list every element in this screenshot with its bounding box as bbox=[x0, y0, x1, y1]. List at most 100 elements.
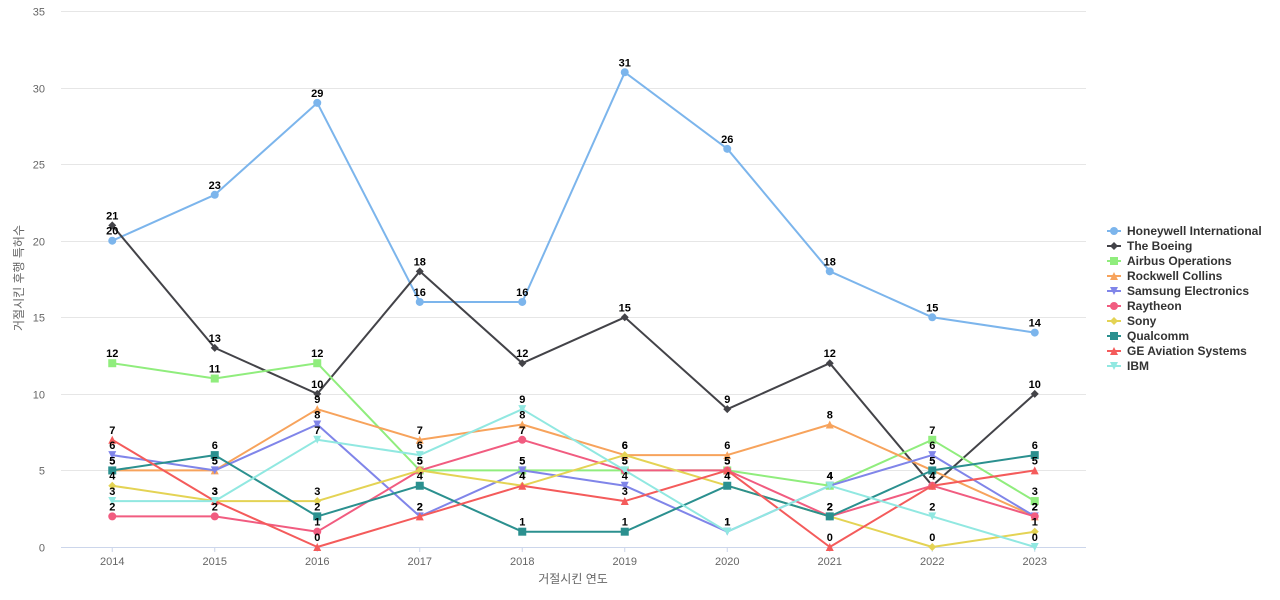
legend-symbol bbox=[1110, 302, 1118, 310]
data-label: 13 bbox=[209, 333, 221, 345]
data-label: 21 bbox=[106, 210, 118, 222]
data-label: 7 bbox=[109, 425, 115, 437]
x-tick-label: 2021 bbox=[818, 556, 842, 568]
data-label: 1 bbox=[724, 517, 730, 529]
data-label: 4 bbox=[519, 471, 526, 483]
point-ibm bbox=[210, 497, 219, 506]
point-raytheon bbox=[210, 512, 219, 521]
point-ge-aviation-systems bbox=[723, 466, 732, 475]
data-label: 5 bbox=[417, 455, 423, 467]
data-label: 2 bbox=[212, 501, 218, 513]
legend-label: Honeywell International bbox=[1127, 224, 1262, 238]
data-label: 15 bbox=[926, 302, 938, 314]
y-tick-label: 0 bbox=[39, 543, 45, 555]
data-label: 1 bbox=[622, 517, 628, 529]
x-tick-label: 2022 bbox=[920, 556, 944, 568]
point-ge-aviation-systems bbox=[928, 481, 937, 490]
legend-symbol bbox=[1110, 332, 1118, 340]
data-label: 14 bbox=[1029, 318, 1042, 330]
data-label: 6 bbox=[212, 440, 218, 452]
point-raytheon bbox=[108, 512, 117, 521]
legend-item: GE Aviation Systems bbox=[1107, 344, 1247, 358]
legend-item: Raytheon bbox=[1107, 299, 1182, 313]
point-honeywell-international bbox=[518, 297, 527, 306]
point-the-boeing bbox=[1030, 389, 1039, 398]
y-axis: 0 5 10 15 20 25 30 35 bbox=[33, 7, 45, 555]
data-label: 15 bbox=[619, 302, 631, 314]
legend-symbol bbox=[1110, 317, 1118, 325]
data-label: 12 bbox=[824, 348, 836, 360]
point-airbus-operations bbox=[210, 374, 219, 383]
data-label: 11 bbox=[209, 364, 221, 376]
legend-symbol bbox=[1110, 362, 1118, 370]
point-rockwell-collins bbox=[723, 451, 732, 460]
point-the-boeing bbox=[518, 359, 527, 368]
data-label: 2 bbox=[417, 501, 423, 513]
data-label: 29 bbox=[311, 88, 323, 100]
data-label: 0 bbox=[314, 532, 320, 544]
data-label: 2 bbox=[109, 501, 115, 513]
point-sony bbox=[313, 497, 322, 506]
y-tick-label: 25 bbox=[33, 160, 45, 172]
data-label: 4 bbox=[827, 471, 834, 483]
x-axis: 2014 2015 2016 2017 2018 2019 2020 2021 2022 2023 bbox=[100, 547, 1047, 568]
point-rockwell-collins bbox=[415, 435, 424, 444]
data-label: 2 bbox=[929, 501, 935, 513]
point-ge-aviation-systems bbox=[620, 497, 629, 506]
point-raytheon bbox=[313, 527, 322, 536]
legend-label: Qualcomm bbox=[1127, 329, 1189, 343]
point-ge-aviation-systems bbox=[313, 543, 322, 551]
point-samsung-electronics bbox=[210, 466, 219, 475]
x-tick-label: 2014 bbox=[100, 556, 124, 568]
data-label: 2 bbox=[827, 501, 833, 513]
data-label: 1 bbox=[519, 517, 525, 529]
data-label: 5 bbox=[929, 455, 935, 467]
y-tick-label: 10 bbox=[33, 390, 45, 402]
data-label: 2 bbox=[827, 501, 833, 513]
point-airbus-operations bbox=[928, 435, 937, 444]
point-sony bbox=[928, 543, 937, 551]
data-label: 4 bbox=[519, 471, 526, 483]
point-the-boeing bbox=[723, 405, 732, 414]
data-label: 8 bbox=[827, 409, 833, 421]
data-label: 5 bbox=[519, 455, 525, 467]
point-the-boeing bbox=[415, 267, 424, 276]
point-honeywell-international bbox=[723, 144, 732, 153]
point-honeywell-international bbox=[928, 313, 937, 322]
point-samsung-electronics bbox=[313, 420, 322, 429]
point-the-boeing bbox=[313, 389, 322, 398]
data-label: 5 bbox=[622, 455, 628, 467]
series-line-samsung-electronics bbox=[112, 423, 1036, 533]
point-qualcomm bbox=[415, 481, 424, 490]
data-label: 3 bbox=[212, 486, 218, 498]
data-label: 5 bbox=[212, 455, 218, 467]
data-label: 9 bbox=[519, 394, 525, 406]
data-label: 2 bbox=[314, 501, 320, 513]
point-the-boeing bbox=[108, 221, 117, 230]
legend-item: IBM bbox=[1107, 359, 1149, 373]
x-tick-label: 2018 bbox=[510, 556, 534, 568]
point-the-boeing bbox=[210, 343, 219, 352]
point-honeywell-international bbox=[108, 236, 117, 245]
point-ge-aviation-systems bbox=[825, 543, 834, 551]
data-label: 4 bbox=[724, 471, 731, 483]
data-label: 26 bbox=[721, 134, 733, 146]
legend-item: Sony bbox=[1107, 314, 1157, 328]
data-label: 2 bbox=[827, 501, 833, 513]
data-label: 8 bbox=[519, 409, 525, 421]
y-tick-label: 30 bbox=[33, 84, 45, 96]
point-rockwell-collins bbox=[518, 420, 527, 429]
point-the-boeing bbox=[825, 359, 834, 368]
data-label: 4 bbox=[827, 471, 834, 483]
x-tick-label: 2023 bbox=[1023, 556, 1047, 568]
series-line-ibm bbox=[112, 408, 1036, 548]
x-tick-label: 2020 bbox=[715, 556, 739, 568]
point-samsung-electronics bbox=[928, 451, 937, 460]
legend-symbol bbox=[1110, 257, 1118, 265]
data-label: 18 bbox=[824, 256, 836, 268]
point-samsung-electronics bbox=[620, 481, 629, 490]
data-label: 16 bbox=[414, 287, 426, 299]
data-label: 5 bbox=[212, 455, 218, 467]
